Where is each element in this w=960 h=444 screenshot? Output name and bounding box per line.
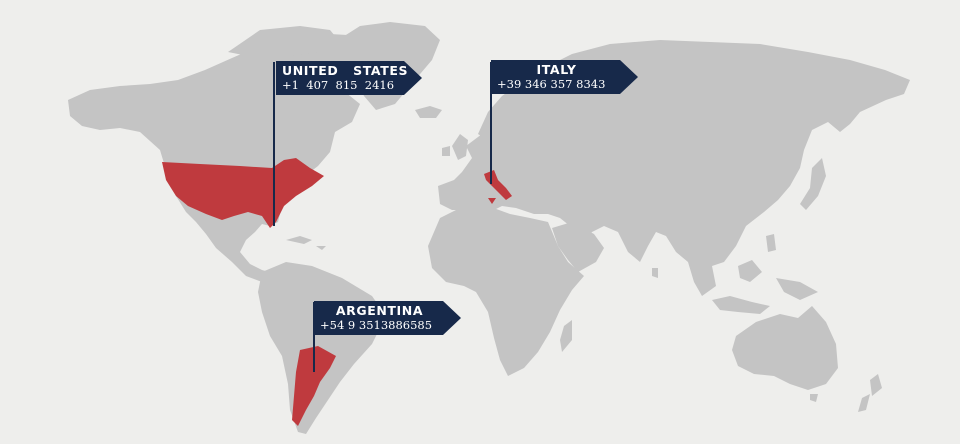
united-states-highlight [162,158,324,228]
country-name-italy: ITALY [536,62,577,77]
country-name-united-states: UNITED STATES [282,63,409,78]
argentina-flag-label: ARGENTINA +54 9 3513886585 [314,301,461,335]
africa [428,206,584,376]
argentina-highlight [292,346,336,426]
north-america [68,34,380,284]
south-america [258,262,386,434]
arabia [552,222,604,272]
southeast-asia-islands [712,234,818,314]
italy-flag-label: ITALY +39 346 357 8343 [491,60,638,94]
united-states-flag-label: UNITED STATES +1 407 815 2416 [276,61,422,95]
tasmania [810,394,818,402]
phone-number-italy: +39 346 357 8343 [497,77,606,91]
sri-lanka [652,268,658,278]
eurasia [438,40,910,296]
country-name-argentina: ARGENTINA [335,303,424,318]
canadian-arctic [228,26,340,58]
phone-number-united-states: +1 407 815 2416 [282,78,395,92]
new-zealand [858,374,882,412]
australia [732,306,838,390]
caribbean [286,236,326,250]
madagascar [560,320,572,352]
iceland [415,106,442,118]
japan [800,158,826,210]
british-isles [442,134,468,160]
phone-number-argentina: +54 9 3513886585 [320,318,433,332]
